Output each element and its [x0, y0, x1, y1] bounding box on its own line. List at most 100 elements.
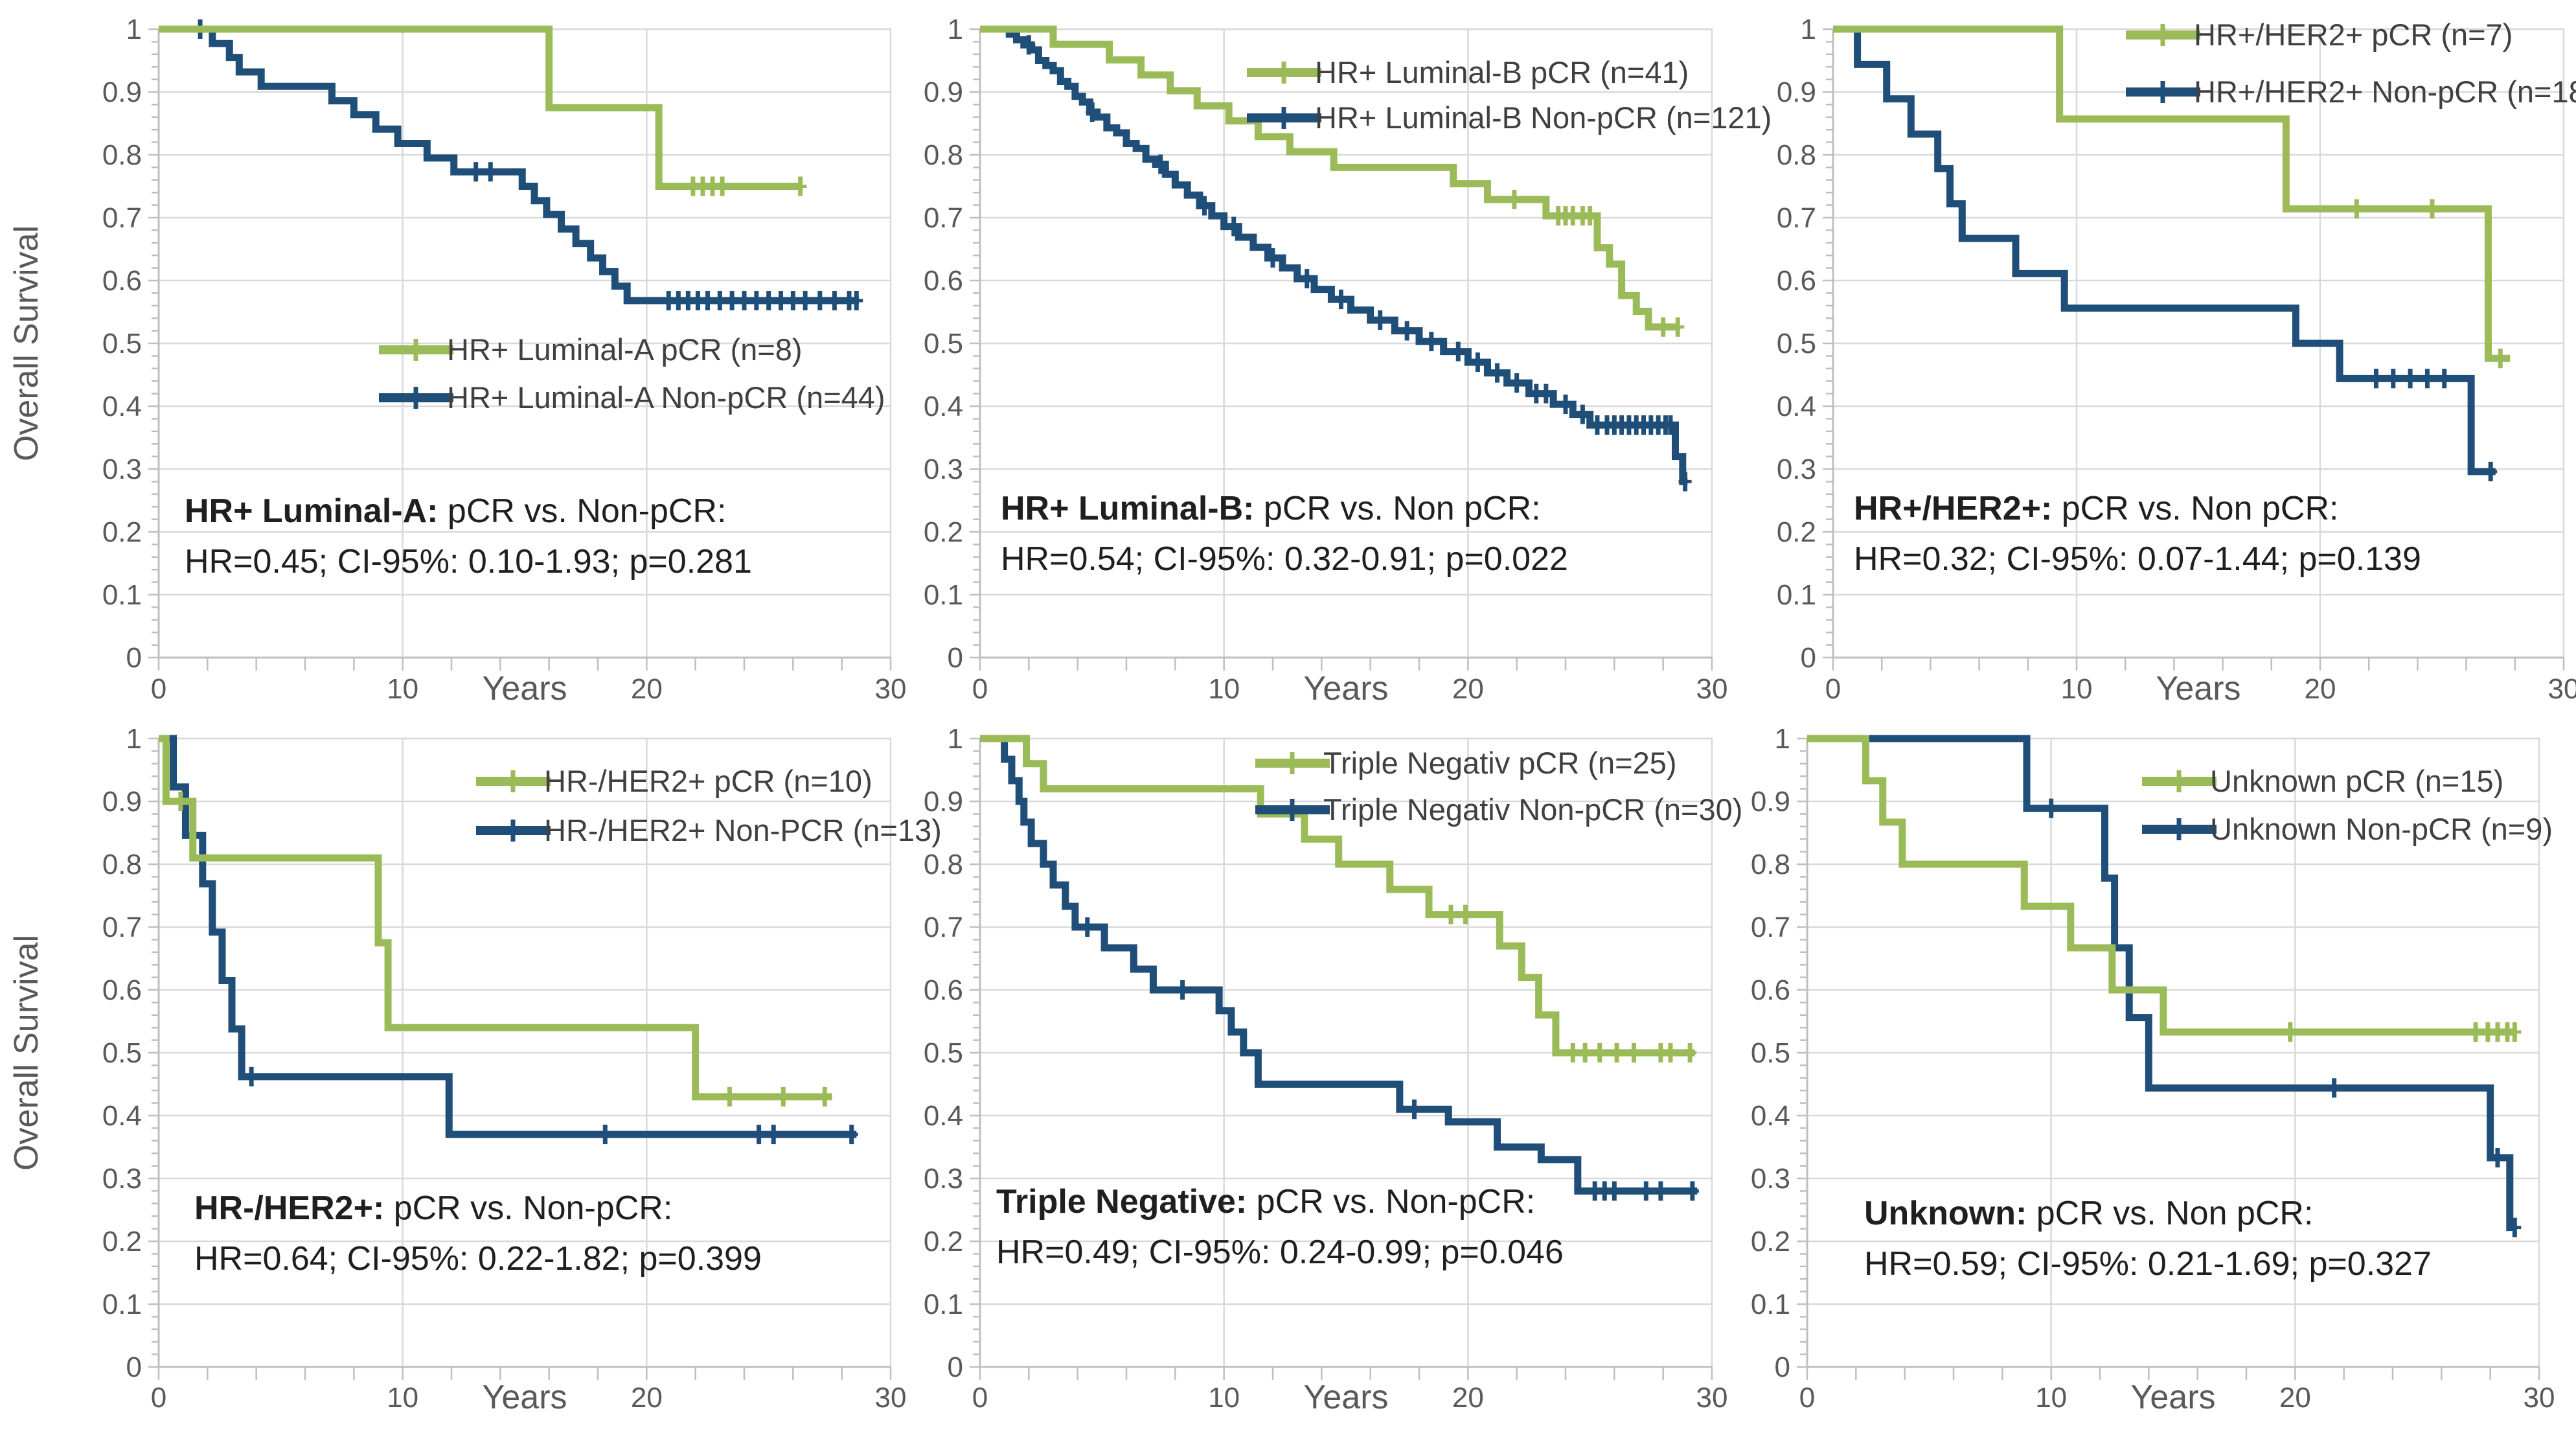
nonpcr-censor-marks: [1022, 35, 1692, 492]
x-tick-label: 0: [151, 1382, 166, 1414]
legend: HR+ Luminal-B pCR (n=41) HR+ Luminal-B No…: [1247, 55, 1772, 135]
legend-item-nonpcr: Unknown Non-pCR (n=9): [2142, 812, 2553, 846]
annotation-line2: HR=0.64; CI-95%: 0.22-1.82; p=0.399: [194, 1240, 762, 1278]
y-tick-label: 0.1: [102, 579, 142, 611]
panel-hrneg-her2: 1 0.9 0.8 0.7 0.6 0.5 0.4 0.3 0.2 0.1 00 10 20 30 Year…: [8, 723, 942, 1416]
x-tick-label: 10: [387, 1382, 418, 1414]
legend-item-pcr: HR-/HER2+ pCR (n=10): [476, 764, 872, 798]
y-tick-label: 1: [948, 14, 963, 45]
x-tick-label: 10: [387, 673, 418, 705]
y-tick-label: 0.5: [1777, 328, 1816, 360]
pcr-censor-marks: [2350, 199, 2507, 369]
legend-item-nonpcr: HR+ Luminal-B Non-pCR (n=121): [1247, 100, 1772, 135]
y-tick-label: 0.5: [1751, 1037, 1790, 1069]
y-tick-label: 0.1: [924, 579, 963, 611]
legend-item-nonpcr: Triple Negativ Non-pCR (n=30): [1255, 792, 1742, 827]
y-tick-label: 0.6: [924, 265, 963, 297]
x-tick-label: 30: [2548, 673, 2576, 705]
y-tick-label: 0.2: [924, 1226, 963, 1257]
panel-hr-luminal-b: 1 0.9 0.8 0.7 0.6 0.5 0.4 0.3 0.2 0.1 00 10 20 30 Year…: [924, 14, 1772, 707]
x-axis-title: Years: [1303, 1379, 1388, 1416]
legend-label: HR+ Luminal-B pCR (n=41): [1315, 55, 1689, 89]
legend: HR-/HER2+ pCR (n=10) HR-/HER2+ Non-PCR (n…: [476, 764, 942, 847]
y-tick-label: 0.4: [102, 391, 142, 422]
panel-hr-luminal-a: 1 0.9 0.8 0.7 0.6 0.5 0.4 0.3 0.2 0.1 00 10 20 30 Year…: [8, 14, 906, 707]
x-tick-label: 10: [1208, 673, 1240, 705]
x-tick-label: 20: [2305, 673, 2336, 705]
x-tick-label: 0: [151, 673, 166, 705]
y-tick-label: 0.8: [102, 139, 142, 171]
y-tick-label: 0.6: [1777, 265, 1816, 297]
x-tick-label: 0: [1799, 1382, 1815, 1414]
y-tick-label: 0.3: [102, 453, 142, 485]
y-tick-label: 0.9: [1777, 76, 1816, 108]
y-tick-label: 0.9: [924, 76, 963, 108]
annotation-line2: HR=0.32; CI-95%: 0.07-1.44; p=0.139: [1854, 540, 2421, 578]
legend-label: HR+ Luminal-B Non-pCR (n=121): [1315, 100, 1772, 135]
stats-annotation: Triple Negative: pCR vs. Non-pCR: HR=0.49…: [996, 1183, 1564, 1271]
legend-label: Triple Negativ Non-pCR (n=30): [1323, 792, 1742, 827]
legend: Triple Negativ pCR (n=25) Triple Negativ …: [1255, 746, 1742, 827]
legend: HR+ Luminal-A pCR (n=8) HR+ Luminal-A Non…: [379, 332, 885, 415]
y-tick-label: 0.6: [924, 974, 963, 1006]
y-tick-label: 0.7: [102, 202, 142, 234]
legend-item-nonpcr: HR+/HER2+ Non-pCR (n=18): [2126, 75, 2576, 109]
nonpcr-censor-marks: [1080, 917, 1699, 1201]
annotation-line1: HR+/HER2+: pCR vs. Non pCR:: [1854, 490, 2338, 527]
x-tick-label: 20: [631, 1382, 663, 1414]
legend-label: Unknown pCR (n=15): [2210, 764, 2503, 798]
y-tick-label: 0.7: [924, 912, 963, 943]
y-tick-label: 0.8: [924, 139, 963, 171]
y-tick-label: 0.8: [102, 849, 142, 880]
x-tick-label: 20: [1452, 1382, 1484, 1414]
y-tick-label: 0.1: [1751, 1289, 1790, 1320]
legend-item-pcr: HR+ Luminal-B pCR (n=41): [1247, 55, 1689, 89]
y-tick-label: 0.7: [924, 202, 963, 234]
pcr-censor-marks: [1444, 904, 1697, 1062]
x-tick-label: 30: [1696, 673, 1728, 705]
y-tick-label: 0.2: [1777, 516, 1816, 548]
y-tick-label: 0.9: [102, 786, 142, 818]
x-axis-title: Years: [2156, 670, 2240, 707]
annotation-line1: HR-/HER2+: pCR vs. Non-pCR:: [194, 1189, 672, 1227]
axes: [970, 737, 1713, 1380]
y-tick-label: 0: [126, 642, 142, 674]
y-tick-label: 1: [1801, 14, 1816, 45]
nonpcr-curve: [159, 735, 857, 1138]
y-tick-label: 0.4: [1777, 391, 1816, 422]
annotation-line1: Triple Negative: pCR vs. Non-pCR:: [996, 1183, 1535, 1221]
pcr-censor-marks: [2283, 1022, 2522, 1042]
x-tick-label: 20: [631, 673, 663, 705]
y-tick-label: 1: [1775, 723, 1790, 755]
x-tick-label: 0: [1825, 673, 1841, 705]
x-tick-label: 10: [2035, 1382, 2067, 1414]
y-tick-label: 0.5: [102, 328, 142, 360]
pcr-curve: [159, 735, 832, 1101]
y-tick-label: 0.3: [102, 1163, 142, 1195]
y-tick-label: 0.8: [924, 849, 963, 880]
legend-label: HR+ Luminal-A pCR (n=8): [447, 332, 803, 367]
stats-annotation: HR-/HER2+: pCR vs. Non-pCR: HR=0.64; CI-9…: [194, 1189, 762, 1278]
x-tick-label: 10: [2061, 673, 2093, 705]
x-axis-title: Years: [2130, 1379, 2215, 1416]
nonpcr-censor-marks: [194, 19, 863, 311]
panel-triple-negative: 1 0.9 0.8 0.7 0.6 0.5 0.4 0.3 0.2 0.1 00 10 20 30 Year…: [924, 723, 1743, 1416]
pcr-curve: [159, 25, 801, 190]
y-tick-label: 0.8: [1751, 849, 1790, 880]
legend-item-nonpcr: HR+ Luminal-A Non-pCR (n=44): [379, 380, 885, 415]
nonpcr-censor-marks: [2369, 369, 2498, 481]
y-tick-label: 0.3: [924, 453, 963, 485]
y-tick-label: 0.5: [102, 1037, 142, 1069]
axes: [148, 737, 892, 1380]
axes: [1797, 737, 2540, 1380]
nonpcr-censor-marks: [2044, 798, 2522, 1237]
y-tick-label: 0.3: [1777, 453, 1816, 485]
y-tick-label: 0.6: [102, 974, 142, 1006]
y-tick-label: 0.6: [1751, 974, 1790, 1006]
y-tick-label: 0.9: [1751, 786, 1790, 818]
x-tick-label: 20: [1452, 673, 1484, 705]
x-axis-title: Years: [482, 1379, 567, 1416]
legend-item-pcr: Unknown pCR (n=15): [2142, 764, 2503, 798]
